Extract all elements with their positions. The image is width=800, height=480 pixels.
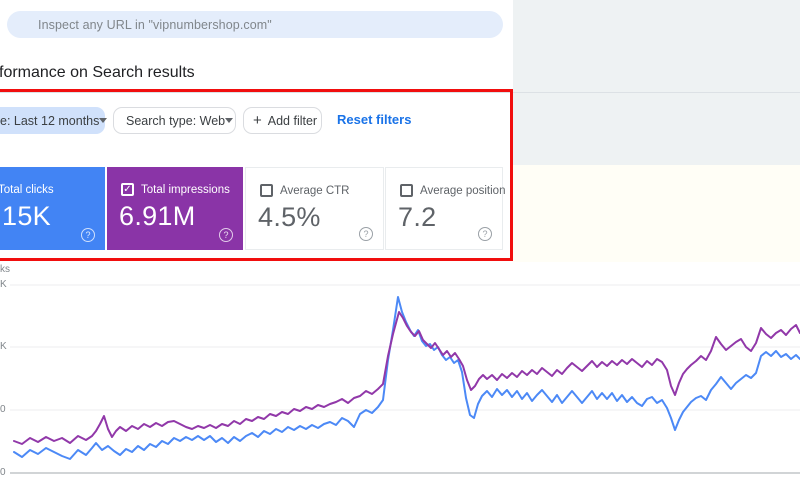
date-range-filter-chip[interactable]: e: Last 12 months [0, 107, 105, 134]
average-position-card[interactable]: Average position 7.2 ? [385, 167, 503, 250]
checkbox-unchecked-icon[interactable] [400, 184, 413, 197]
y-axis-tick: 0 [0, 404, 6, 415]
y-axis-tick: K [0, 341, 7, 352]
average-ctr-label: Average CTR [280, 185, 349, 197]
help-icon[interactable]: ? [478, 227, 492, 241]
average-ctr-card[interactable]: Average CTR 4.5% ? [245, 167, 384, 250]
url-inspect-placeholder: Inspect any URL in "vipnumbershop.com" [38, 18, 272, 32]
add-filter-label: Add filter [268, 114, 317, 128]
total-clicks-label: Total clicks [0, 184, 54, 196]
total-impressions-label: Total impressions [141, 184, 230, 196]
add-filter-button[interactable]: + Add filter [243, 107, 322, 134]
average-position-label: Average position [420, 185, 505, 197]
plus-icon: + [253, 113, 262, 128]
checkbox-checked-icon[interactable]: ✓ [121, 183, 134, 196]
reset-filters-link[interactable]: Reset filters [337, 112, 411, 127]
impressions-line [14, 312, 800, 444]
date-range-filter-label: e: Last 12 months [0, 114, 99, 128]
chevron-down-icon [99, 118, 107, 123]
search-console-performance-page: Inspect any URL in "vipnumbershop.com" f… [0, 0, 800, 480]
total-clicks-card[interactable]: ✓ Total clicks 15K ? [0, 167, 105, 250]
y-axis-tick: 0 [0, 467, 6, 478]
performance-chart-area: ks K K 0 0 [0, 262, 800, 480]
page-title: formance on Search results [0, 64, 195, 82]
right-background-panel [513, 0, 800, 165]
right-background-panel-lower [513, 165, 800, 262]
help-icon[interactable]: ? [359, 227, 373, 241]
url-inspect-search-bar[interactable]: Inspect any URL in "vipnumbershop.com" [7, 11, 503, 38]
performance-chart [0, 262, 800, 480]
search-type-filter-chip[interactable]: Search type: Web [113, 107, 236, 134]
y-axis-caption-cropped: ks [0, 264, 10, 275]
help-icon[interactable]: ? [81, 228, 95, 242]
chevron-down-icon [225, 118, 233, 123]
header-divider [0, 92, 800, 93]
help-icon[interactable]: ? [219, 228, 233, 242]
checkbox-unchecked-icon[interactable] [260, 184, 273, 197]
total-impressions-card[interactable]: ✓ Total impressions 6.91M ? [107, 167, 243, 250]
search-type-filter-label: Search type: Web [126, 114, 225, 128]
y-axis-tick: K [0, 279, 7, 290]
